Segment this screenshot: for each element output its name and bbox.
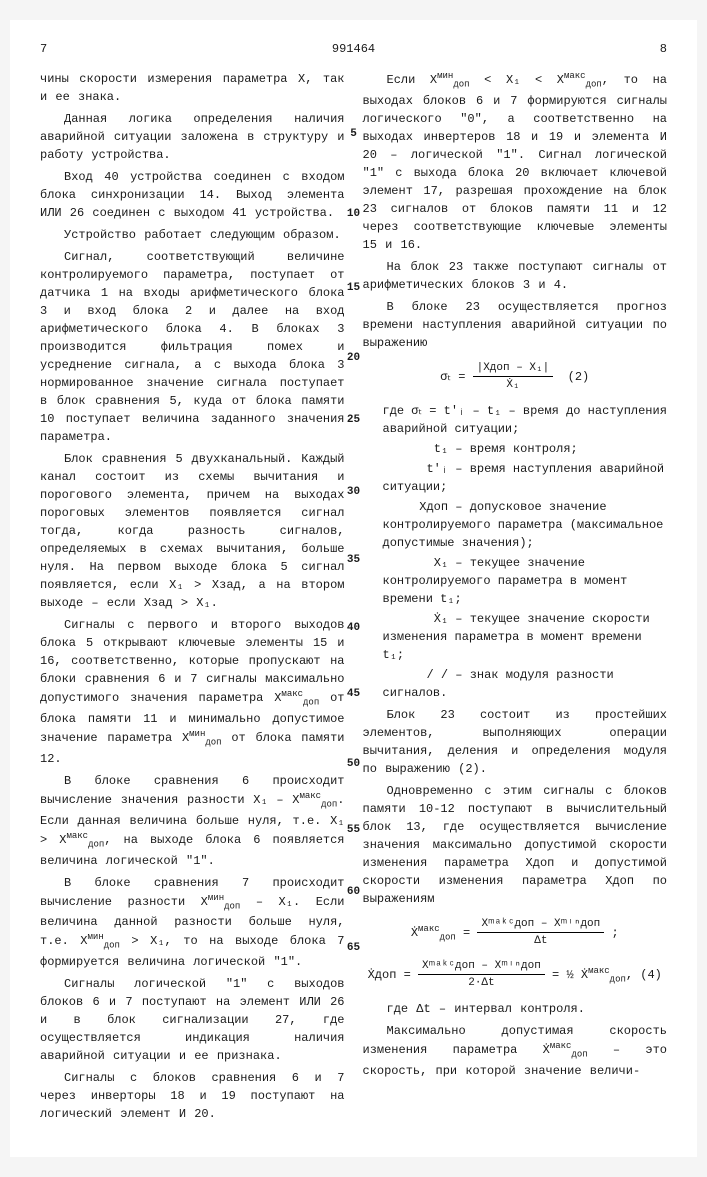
line-number: 65 [345,940,363,957]
paragraph: На блок 23 также поступают сигналы от ар… [363,258,668,294]
line-number: 60 [345,884,363,901]
paragraph: Вход 40 устройства соединен с входом бло… [40,168,345,222]
document-number: 991464 [332,40,375,58]
right-column: Если Xминдоп < X₁ < Xмаксдоп, то на выхо… [363,70,668,1127]
paragraph: Блок сравнения 5 двухканальный. Каждый к… [40,450,345,612]
paragraph: чины скорости измерения параметра X, так… [40,70,345,106]
line-number: 10 [345,206,363,223]
paragraph: Сигналы с блоков сравнения 6 и 7 через и… [40,1069,345,1123]
formula-3: Ẋмаксдоп = Xᵐᵃᵏᶜдоп – Xᵐᶦⁿдоп Δt ; [363,916,668,950]
formula-4: Ẋдоп = Xᵐᵃᵏᶜдоп – Xᵐᶦⁿдоп 2·Δt = ½ Ẋмакс… [363,958,668,992]
paragraph: Блок 23 состоит из простейших элементов,… [363,706,668,778]
page-number-right: 8 [660,40,667,58]
left-column: чины скорости измерения параметра X, так… [40,70,345,1127]
paragraph: где Δt – интервал контроля. [363,1000,668,1018]
line-number: 35 [345,552,363,569]
paragraph: В блоке сравнения 6 происходит вычислени… [40,772,345,870]
paragraph: Максимально допустимая скорость изменени… [363,1022,668,1080]
patent-page: 7 991464 8 чины скорости измерения парам… [10,20,697,1157]
page-number-left: 7 [40,40,47,58]
line-number: 50 [345,756,363,773]
line-number-gutter: 5 10 15 20 25 30 35 40 45 50 55 60 65 [345,70,363,1127]
paragraph: Сигнал, соответствующий величине контрол… [40,248,345,446]
paragraph: Сигналы логической "1" с выходов блоков … [40,975,345,1065]
line-number: 45 [345,686,363,703]
formula-2: σₜ = |Xдоп – X₁| Ẋ₁ (2) [363,360,668,394]
paragraph: В блоке сравнения 7 происходит вычислени… [40,874,345,972]
line-number: 5 [345,126,363,143]
line-number: 55 [345,822,363,839]
paragraph: Данная логика определения наличия аварий… [40,110,345,164]
line-number: 15 [345,280,363,297]
page-header: 7 991464 8 [40,40,667,58]
line-number: 40 [345,620,363,637]
definition-list: где σₜ = t'ᵢ – t₁ – время до наступления… [383,402,668,702]
paragraph: Одновременно с этим сигналы с блоков пам… [363,782,668,908]
paragraph: В блоке 23 осуществляется прогноз времен… [363,298,668,352]
line-number: 20 [345,350,363,367]
line-number: 25 [345,412,363,429]
paragraph: Сигналы с первого и второго выходов блок… [40,616,345,768]
paragraph: Если Xминдоп < X₁ < Xмаксдоп, то на выхо… [363,70,668,254]
page-body: чины скорости измерения параметра X, так… [40,70,667,1127]
paragraph: Устройство работает следующим образом. [40,226,345,244]
line-number: 30 [345,484,363,501]
